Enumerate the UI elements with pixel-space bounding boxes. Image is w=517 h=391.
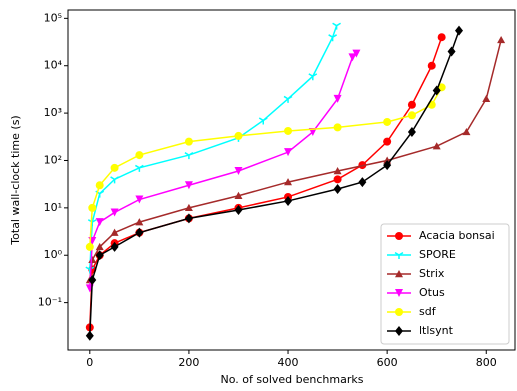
marker (308, 73, 318, 81)
marker (184, 203, 193, 212)
marker (110, 228, 119, 236)
marker (110, 208, 119, 217)
legend-label: Acacia bonsai (419, 229, 495, 242)
marker (135, 227, 144, 238)
marker (184, 137, 193, 146)
marker (332, 22, 341, 30)
marker (284, 195, 293, 206)
marker (497, 35, 506, 44)
marker (135, 195, 144, 204)
y-tick-label: 10³ (44, 106, 62, 119)
marker (447, 46, 456, 57)
marker (395, 232, 403, 240)
marker (427, 61, 436, 70)
legend-box (380, 223, 510, 345)
marker (383, 137, 392, 146)
marker (358, 177, 367, 188)
marker (284, 148, 293, 157)
y-tick-label: 10¹ (44, 201, 62, 214)
legend-label: Otus (419, 286, 445, 299)
marker (462, 127, 471, 136)
legend-label: Strix (419, 267, 445, 280)
marker (234, 205, 243, 216)
marker (283, 95, 293, 103)
marker (110, 241, 119, 252)
marker (395, 308, 403, 316)
marker (395, 289, 403, 297)
marker (95, 250, 104, 261)
x-tick-label: 400 (278, 356, 299, 369)
marker (333, 184, 342, 195)
marker (455, 25, 464, 36)
x-tick-label: 600 (377, 356, 398, 369)
marker (407, 100, 416, 109)
marker (88, 275, 97, 286)
marker (95, 181, 104, 190)
legend-label: ltlsynt (419, 324, 454, 337)
marker (333, 123, 342, 132)
plot-frame (67, 9, 516, 351)
y-tick-label: 10⁻¹ (38, 296, 62, 309)
marker (333, 166, 342, 175)
marker (333, 94, 342, 103)
marker (348, 53, 357, 62)
marker (383, 117, 392, 126)
marker (284, 126, 293, 135)
marker (110, 176, 119, 184)
marker (85, 330, 94, 341)
x-tick-label: 0 (86, 356, 93, 369)
marker (395, 270, 403, 278)
series-line (89, 25, 338, 270)
x-axis-label: No. of solved benchmarks (221, 373, 364, 386)
marker (258, 117, 268, 125)
legend-label: SPORE (419, 248, 456, 261)
marker (85, 242, 94, 251)
marker (333, 175, 342, 184)
marker (328, 34, 338, 42)
y-tick-label: 10⁵ (44, 11, 62, 24)
marker (284, 178, 293, 186)
marker (184, 213, 193, 224)
y-tick-label: 10⁴ (44, 59, 63, 72)
marker (395, 326, 403, 336)
marker (88, 203, 97, 212)
marker (432, 142, 441, 150)
marker (135, 218, 144, 226)
series-line (89, 39, 502, 281)
marker (407, 111, 416, 120)
marker (95, 218, 104, 227)
marker (394, 251, 404, 259)
legend: Acacia bonsai SPORE Strix Otus sdf ltlsynt (380, 223, 510, 345)
marker (134, 164, 144, 172)
x-tick-label: 800 (476, 356, 497, 369)
legend-label: sdf (419, 305, 437, 318)
marker (184, 152, 194, 160)
marker (95, 242, 104, 251)
marker (110, 163, 119, 172)
marker (482, 94, 491, 103)
marker (234, 131, 243, 140)
marker (234, 191, 243, 199)
marker (88, 255, 97, 264)
x-tick-label: 200 (178, 356, 199, 369)
marker (184, 181, 193, 190)
y-axis-label: Total wall-clock time (s) (9, 115, 22, 245)
marker (407, 126, 416, 137)
marker (432, 85, 441, 96)
marker (352, 49, 361, 58)
series-line (89, 53, 357, 289)
marker (383, 160, 392, 171)
marker (437, 33, 446, 42)
y-tick-label: 10² (44, 153, 62, 166)
marker (135, 151, 144, 160)
y-tick-label: 10⁰ (44, 248, 63, 261)
marker (234, 166, 243, 175)
